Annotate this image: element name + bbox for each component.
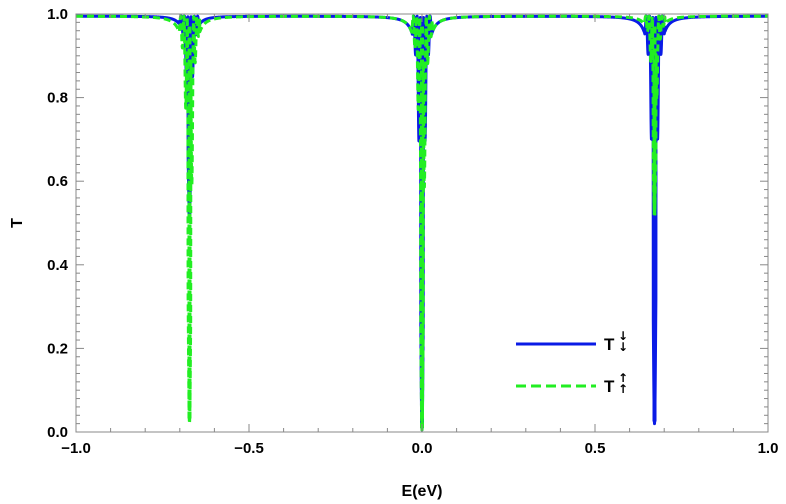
y-tick-label: 0.0	[47, 424, 68, 441]
x-tick-label: 0.0	[412, 440, 433, 457]
y-tick-label: 1.0	[47, 6, 68, 23]
y-tick-label: 0.4	[47, 257, 69, 274]
legend-arrow: ↑	[618, 382, 628, 396]
x-tick-label: 1.0	[758, 440, 779, 457]
y-axis: 0.0 0.2 0.4 0.6 0.8 1.0	[47, 6, 768, 441]
x-tick-label: 0.5	[585, 440, 606, 457]
x-axis-label: E(eV)	[402, 483, 443, 500]
legend: T ↓↓T ↑↑	[516, 329, 628, 396]
x-axis: −1.0 −0.5 0.0 0.5 1.0	[61, 14, 778, 457]
legend-label: T	[604, 335, 615, 354]
y-axis-label: T	[9, 218, 26, 228]
y-tick-label: 0.6	[47, 173, 68, 190]
legend-label: T	[604, 377, 615, 396]
y-tick-label: 0.8	[47, 90, 68, 107]
x-tick-label: −1.0	[61, 440, 91, 457]
legend-arrow: ↑	[618, 371, 628, 385]
y-tick-label: 0.2	[47, 340, 68, 357]
plot-area	[74, 14, 770, 432]
legend-arrow: ↓	[618, 329, 628, 343]
x-tick-label: −0.5	[234, 440, 264, 457]
legend-arrow: ↓	[618, 340, 628, 354]
